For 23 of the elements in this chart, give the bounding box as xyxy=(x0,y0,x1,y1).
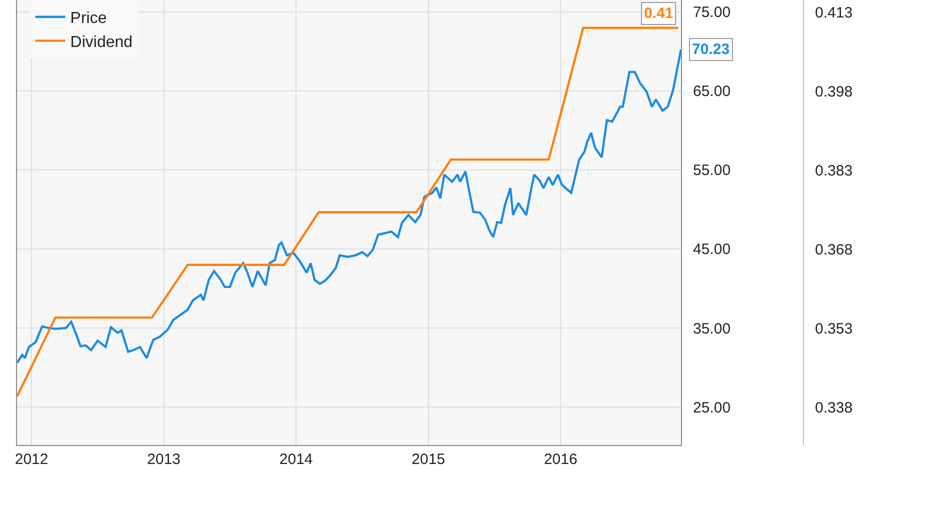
y2-tick-label: 0.413 xyxy=(815,4,853,22)
x-tick-label: 2015 xyxy=(412,451,446,468)
y2-tick-label: 0.368 xyxy=(815,241,853,258)
data-label: 0.41 xyxy=(644,5,674,22)
y-tick-label: 45.00 xyxy=(693,241,731,258)
y-tick-label: 65.00 xyxy=(693,83,731,100)
x-tick-label: 2012 xyxy=(14,451,48,468)
line-series xyxy=(17,26,680,398)
x-tick-label: 2016 xyxy=(544,451,578,468)
x-tick-label: 2014 xyxy=(279,451,313,468)
y-tick-label: 35.00 xyxy=(693,320,731,338)
y-tick-label: 75.00 xyxy=(693,4,731,22)
y2-tick-label: 0.353 xyxy=(815,320,853,338)
y2-tick-label: 0.338 xyxy=(815,399,853,416)
y-tick-label: 55.00 xyxy=(693,162,731,180)
y2-tick-label: 0.383 xyxy=(815,162,853,180)
y2-tick-label: 0.398 xyxy=(815,83,853,100)
line-series xyxy=(17,48,681,364)
legend-label: Dividend xyxy=(70,34,133,51)
legend-label: Price xyxy=(70,10,107,28)
x-tick-label: 2013 xyxy=(147,451,181,468)
y-tick-label: 25.00 xyxy=(693,399,731,416)
data-label: 70.23 xyxy=(692,41,730,58)
